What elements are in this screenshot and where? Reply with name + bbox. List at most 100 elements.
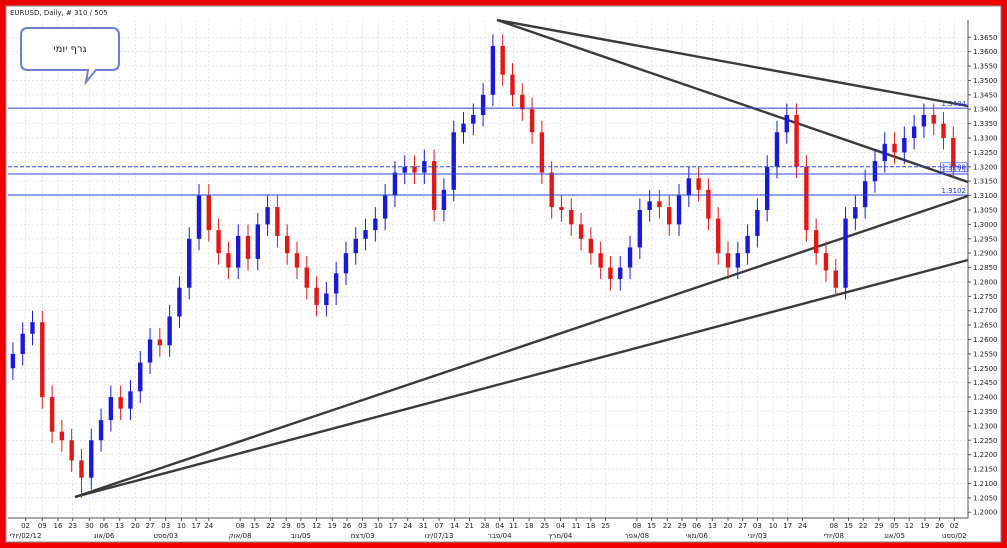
x-tick-label: 05 bbox=[296, 522, 305, 530]
candle-body bbox=[578, 224, 584, 239]
x-tick-label: 07 bbox=[435, 522, 444, 530]
x-tick-label: 21 bbox=[465, 522, 474, 530]
candle-body bbox=[833, 270, 838, 288]
candle-body bbox=[363, 230, 368, 239]
y-tick-label: 1.2800 bbox=[973, 278, 998, 286]
candle-body bbox=[333, 273, 339, 294]
x-tick-label: 30 bbox=[85, 522, 94, 530]
candle-body bbox=[647, 201, 652, 210]
candle-body bbox=[745, 235, 750, 254]
candle-body bbox=[392, 172, 398, 196]
y-tick-label: 1.3050 bbox=[973, 206, 998, 214]
candle-body bbox=[157, 339, 163, 346]
y-tick-label: 1.2150 bbox=[973, 466, 998, 474]
candle-body bbox=[461, 123, 466, 133]
candle-body bbox=[696, 178, 701, 190]
candle-body bbox=[245, 235, 251, 259]
trend-line bbox=[496, 18, 969, 184]
x-tick-label: 17 bbox=[389, 522, 398, 530]
x-tick-label: 13 bbox=[115, 522, 124, 530]
candle-body bbox=[284, 235, 290, 254]
x-tick-label: 14 bbox=[450, 522, 459, 530]
x-tick-label: 29 bbox=[282, 522, 291, 530]
level-label: 1.3175 bbox=[942, 166, 967, 174]
trend-lines bbox=[74, 18, 969, 499]
y-tick-label: 1.2600 bbox=[973, 336, 998, 344]
y-tick-label: 1.2400 bbox=[973, 394, 998, 402]
candle-body bbox=[20, 333, 25, 354]
x-tick-label: 12 bbox=[312, 522, 321, 530]
month-label: 03/ספט bbox=[153, 532, 178, 540]
x-tick-label: 06 bbox=[100, 522, 109, 530]
candle-body bbox=[451, 132, 456, 190]
candle-body bbox=[529, 109, 535, 133]
x-tick-label: 31 bbox=[419, 522, 428, 530]
candle-body bbox=[598, 253, 603, 268]
y-tick-label: 1.2900 bbox=[973, 250, 998, 258]
candle-body bbox=[755, 209, 760, 236]
trend-line bbox=[496, 18, 969, 108]
candle-body bbox=[794, 114, 799, 167]
candle-body bbox=[686, 178, 692, 196]
x-tick-label: 06 bbox=[692, 522, 701, 530]
month-label: 06/אוג bbox=[94, 532, 115, 540]
x-tick-label: 10 bbox=[177, 522, 186, 530]
candle-body bbox=[569, 209, 574, 225]
y-tick-label: 1.3600 bbox=[973, 48, 998, 56]
x-tick-label: 12 bbox=[905, 522, 914, 530]
x-tick-label: 29 bbox=[677, 522, 686, 530]
candle-body bbox=[500, 45, 505, 75]
y-tick-label: 1.3550 bbox=[973, 63, 998, 71]
candle-body bbox=[265, 207, 270, 225]
x-tick-label: 15 bbox=[647, 522, 656, 530]
month-label: 02/12/יולי bbox=[10, 532, 42, 540]
x-tick-label: 25 bbox=[540, 522, 549, 530]
x-tick-label: 20 bbox=[724, 522, 733, 530]
candle-body bbox=[490, 45, 496, 95]
y-tick-label: 1.3000 bbox=[973, 221, 998, 229]
y-tick-label: 1.2950 bbox=[973, 235, 998, 243]
candle-body bbox=[89, 440, 94, 478]
candle-body bbox=[226, 253, 231, 268]
y-tick-label: 1.2550 bbox=[973, 350, 998, 358]
x-tick-label: 04 bbox=[495, 522, 504, 530]
candle-body bbox=[618, 267, 623, 280]
y-tick-label: 1.2200 bbox=[973, 451, 998, 459]
x-tick-label: 03 bbox=[753, 522, 762, 530]
x-tick-label: 20 bbox=[131, 522, 140, 530]
candle-body bbox=[872, 161, 878, 182]
y-tick-label: 1.2050 bbox=[973, 494, 998, 502]
candle-body bbox=[69, 440, 74, 461]
chart-frame bbox=[5, 5, 1002, 543]
x-tick-label: 02 bbox=[950, 522, 959, 530]
x-tick-label: 05 bbox=[890, 522, 899, 530]
candle-body bbox=[275, 207, 280, 236]
candle-body bbox=[118, 397, 123, 409]
y-tick-label: 1.2250 bbox=[973, 437, 998, 445]
x-tick-label: 26 bbox=[342, 522, 351, 530]
trend-line bbox=[74, 258, 969, 499]
candle-body bbox=[294, 253, 300, 268]
candle-body bbox=[921, 114, 927, 127]
candle-body bbox=[804, 166, 809, 231]
callout bbox=[20, 27, 120, 86]
candle-body bbox=[892, 143, 897, 153]
candle-body bbox=[108, 397, 114, 421]
candle-body bbox=[862, 181, 868, 208]
current-price-box bbox=[940, 162, 968, 173]
y-tick-label: 1.3300 bbox=[973, 135, 998, 143]
candle-body bbox=[539, 132, 545, 173]
chart-title: EURUSD, Daily, # 310 / 505 bbox=[10, 9, 108, 17]
candle-body bbox=[412, 166, 417, 173]
candle-body bbox=[520, 94, 525, 110]
x-tick-label: 24 bbox=[798, 522, 807, 530]
level-label: 1.3404 bbox=[942, 100, 967, 108]
y-tick-label: 1.2850 bbox=[973, 264, 998, 272]
candle-body bbox=[735, 253, 740, 268]
x-tick-label: 17 bbox=[783, 522, 792, 530]
x-tick-label: 03 bbox=[161, 522, 170, 530]
x-tick-label: 08 bbox=[236, 522, 245, 530]
candle-body bbox=[304, 267, 309, 288]
x-tick-label: 10 bbox=[769, 522, 778, 530]
candle-body bbox=[764, 166, 770, 210]
